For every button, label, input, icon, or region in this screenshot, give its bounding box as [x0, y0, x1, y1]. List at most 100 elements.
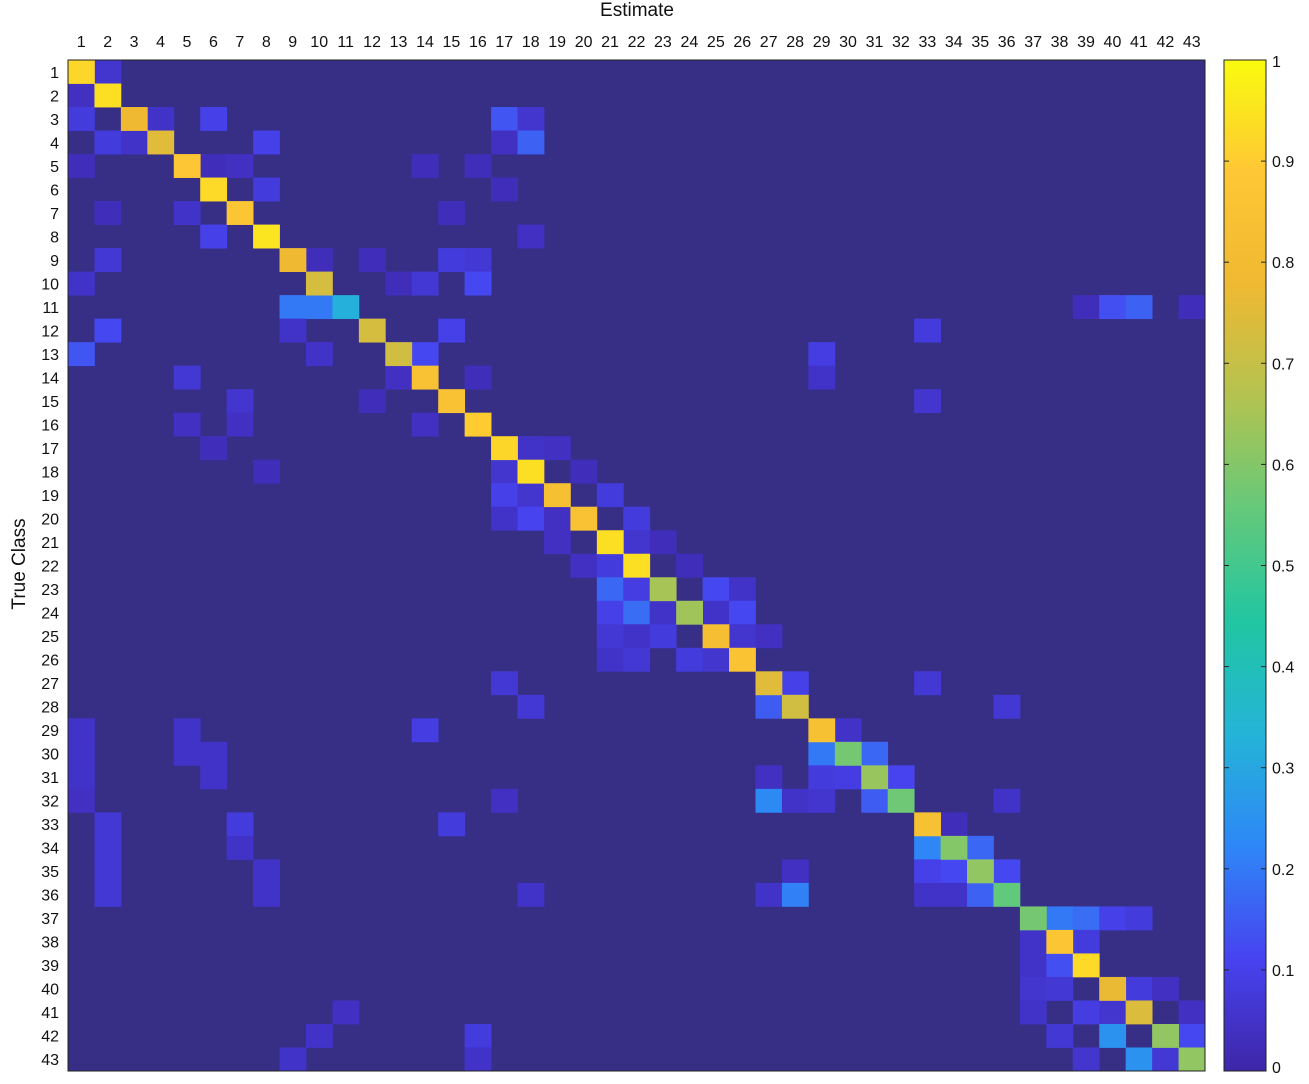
heatmap-cell: [649, 600, 677, 625]
heatmap-cell: [68, 718, 95, 743]
heatmap-cell: [438, 248, 466, 272]
heatmap-cell: [914, 882, 941, 907]
heatmap-cell: [596, 483, 624, 508]
heatmap-cell: [94, 83, 122, 108]
heatmap-cell: [940, 835, 968, 860]
x-tick-label: 35: [971, 34, 989, 51]
heatmap-cell: [305, 248, 333, 272]
heatmap-cell: [68, 83, 95, 108]
y-tick-label: 22: [41, 559, 59, 576]
heatmap-cell: [623, 530, 651, 555]
x-tick-label: 1: [77, 34, 86, 51]
heatmap-cell: [1152, 976, 1179, 1001]
heatmap-cell: [147, 130, 175, 155]
heatmap-cell: [1178, 295, 1206, 320]
heatmap-cell: [358, 248, 386, 272]
heatmap-cell: [543, 483, 571, 508]
y-tick-label: 8: [50, 229, 59, 246]
colorbar: 0 0.1 0.2 0.3 0.4 0.5 0.6 0.7 0.8 0.9 1: [1223, 54, 1294, 1077]
y-tick-label: 29: [41, 723, 59, 740]
colorbar-tick-label: 0.4: [1272, 660, 1294, 677]
heatmap-cell: [755, 882, 783, 907]
heatmap-cell: [1072, 1047, 1100, 1072]
heatmap-cell: [358, 389, 386, 414]
heatmap-cell: [940, 859, 968, 884]
y-tick-label: 13: [41, 347, 59, 364]
heatmap-cell: [517, 882, 545, 907]
heatmap-cell: [861, 765, 889, 790]
x-tick-label: 9: [288, 34, 297, 51]
y-tick-label: 9: [50, 253, 59, 270]
heatmap-cell: [253, 859, 280, 884]
heatmap-cell: [200, 177, 228, 202]
heatmap-cell: [411, 271, 439, 296]
heatmap-cell: [808, 788, 836, 813]
heatmap-cell: [279, 1047, 307, 1072]
heatmap-cell: [68, 741, 95, 766]
y-tick-label: 26: [41, 653, 59, 670]
heatmap-cell: [332, 295, 360, 320]
heatmap-cell: [385, 271, 413, 296]
heatmap-cell: [147, 107, 175, 131]
heatmap-cell: [517, 130, 545, 155]
heatmap-cell: [1125, 1000, 1153, 1025]
heatmap-cell: [1019, 953, 1047, 978]
heatmap-cell: [676, 553, 703, 578]
x-tick-label: 25: [707, 34, 725, 51]
x-tick-label: 11: [337, 34, 354, 51]
y-tick-label: 36: [41, 888, 59, 905]
heatmap-cell: [755, 624, 783, 649]
x-tick-label: 40: [1104, 34, 1122, 51]
heatmap-cell: [755, 765, 783, 790]
heatmap-cell: [464, 365, 492, 390]
heatmap-cell: [623, 600, 651, 625]
heatmap-cell: [491, 671, 518, 696]
heatmap-cell: [781, 882, 809, 907]
heatmap-cell: [834, 741, 862, 766]
y-axis-label: True Class: [9, 518, 30, 609]
heatmap-cell: [543, 436, 571, 461]
heatmap-cell: [1072, 295, 1100, 320]
x-tick-label: 38: [1051, 34, 1069, 51]
y-tick-label: 43: [41, 1052, 59, 1069]
y-tick-label: 25: [41, 629, 59, 646]
heatmap-cell: [200, 741, 228, 766]
y-tick-label: 24: [41, 606, 59, 623]
x-tick-label: 32: [892, 34, 910, 51]
heatmap-cell: [596, 647, 624, 672]
y-tick-label: 30: [41, 747, 59, 764]
heatmap-cell: [861, 741, 889, 766]
y-tick-label: 20: [41, 511, 59, 528]
heatmap-cell: [808, 765, 836, 790]
heatmap-cell: [808, 741, 836, 766]
heatmap-cell: [940, 882, 968, 907]
heatmap-cell: [305, 342, 333, 367]
x-tick-label: 18: [522, 34, 540, 51]
x-tick-label: 19: [548, 34, 566, 51]
heatmap-cell: [491, 788, 518, 813]
heatmap-cell: [226, 412, 254, 437]
heatmap-plot-area: [67, 59, 1206, 1072]
heatmap-cell: [1019, 929, 1047, 954]
y-tick-label: 27: [41, 676, 59, 693]
colorbar-tick-label: 0.3: [1272, 761, 1294, 778]
heatmap-cell: [1125, 976, 1153, 1001]
heatmap-cell: [68, 342, 95, 367]
heatmap-cell: [517, 694, 545, 719]
heatmap-cell: [200, 765, 228, 790]
y-tick-label: 37: [41, 911, 59, 928]
heatmap-cell: [914, 318, 941, 343]
heatmap-cell: [1099, 295, 1127, 320]
heatmap-cell: [491, 107, 518, 131]
heatmap-cell: [68, 60, 95, 84]
x-tick-label: 34: [945, 34, 963, 51]
x-tick-label: 27: [760, 34, 778, 51]
heatmap-cell: [940, 812, 968, 837]
x-tick-label: 26: [733, 34, 751, 51]
heatmap-cell: [1046, 976, 1074, 1001]
heatmap-cell: [1178, 1023, 1206, 1048]
heatmap-cell: [596, 624, 624, 649]
heatmap-cell: [570, 506, 598, 531]
heatmap-cell: [94, 318, 122, 343]
heatmap-cell: [173, 365, 201, 390]
